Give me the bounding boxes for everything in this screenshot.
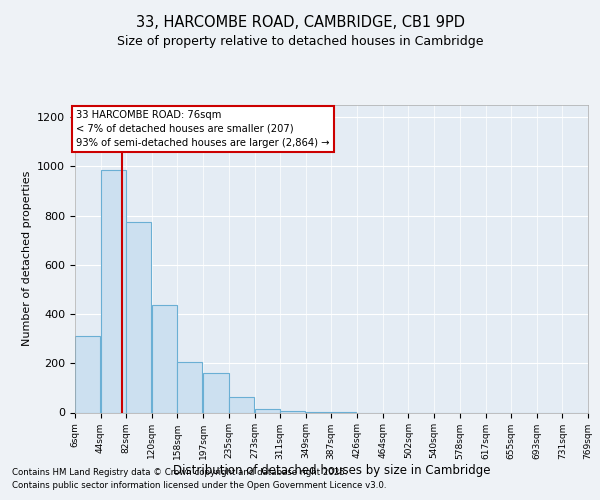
Text: Size of property relative to detached houses in Cambridge: Size of property relative to detached ho… — [117, 34, 483, 48]
Bar — [229, 396, 254, 412]
Bar — [177, 362, 202, 412]
Text: 33 HARCOMBE ROAD: 76sqm
< 7% of detached houses are smaller (207)
93% of semi-de: 33 HARCOMBE ROAD: 76sqm < 7% of detached… — [76, 110, 330, 148]
Bar — [101, 170, 126, 412]
Bar — [152, 306, 177, 412]
Bar — [75, 336, 100, 412]
Bar — [126, 222, 151, 412]
Text: Contains public sector information licensed under the Open Government Licence v3: Contains public sector information licen… — [12, 482, 386, 490]
Bar — [203, 373, 229, 412]
Y-axis label: Number of detached properties: Number of detached properties — [22, 171, 32, 346]
Text: 33, HARCOMBE ROAD, CAMBRIDGE, CB1 9PD: 33, HARCOMBE ROAD, CAMBRIDGE, CB1 9PD — [136, 15, 464, 30]
X-axis label: Distribution of detached houses by size in Cambridge: Distribution of detached houses by size … — [173, 464, 490, 477]
Text: Contains HM Land Registry data © Crown copyright and database right 2025.: Contains HM Land Registry data © Crown c… — [12, 468, 347, 477]
Bar — [254, 409, 280, 412]
